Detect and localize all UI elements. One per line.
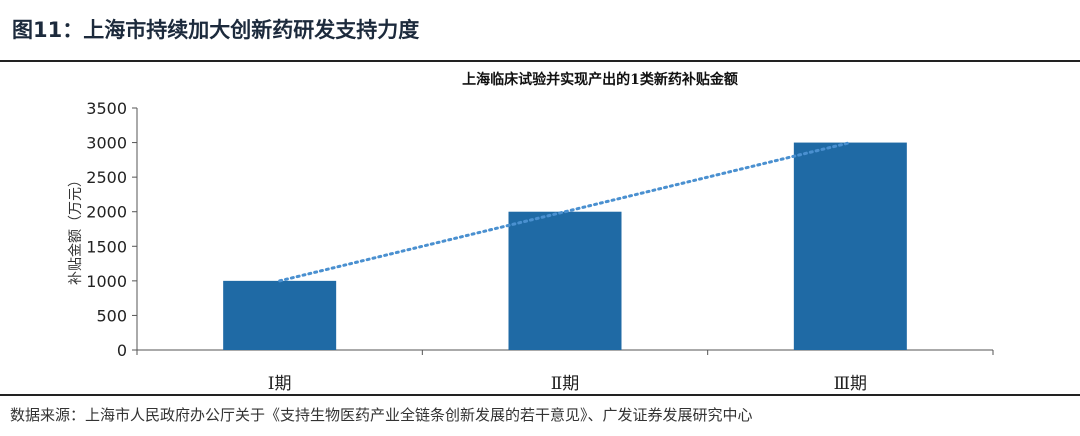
top-rule	[0, 60, 1080, 62]
bottom-rule	[0, 394, 1080, 396]
source-note: 数据来源：上海市人民政府办公厅关于《支持生物医药产业全链条创新发展的若干意见》、…	[10, 406, 753, 424]
x-tick-label: Ⅰ期	[268, 374, 292, 394]
trend-line	[278, 141, 852, 283]
figure-title: 图11：上海市持续加大创新药研发支持力度	[12, 18, 420, 42]
bar	[508, 211, 622, 350]
y-tick-label: 500	[96, 306, 127, 325]
y-tick-label: 3500	[86, 99, 127, 118]
y-tick-label: 3000	[86, 134, 127, 153]
bar	[223, 280, 337, 350]
x-tick-label: Ⅱ期	[551, 374, 580, 394]
chart-title: 上海临床试验并实现产出的1类新药补贴金额	[462, 71, 738, 88]
x-tick-label: Ⅲ期	[834, 374, 867, 394]
y-tick-label: 1000	[86, 272, 127, 291]
y-tick-label: 2500	[86, 168, 127, 187]
y-tick-label: 0	[117, 341, 127, 360]
y-tick-label: 1500	[86, 237, 127, 256]
bar	[793, 142, 907, 350]
y-axis-label: 补贴金额（万元）	[68, 173, 84, 285]
y-tick-label: 2000	[86, 203, 127, 222]
